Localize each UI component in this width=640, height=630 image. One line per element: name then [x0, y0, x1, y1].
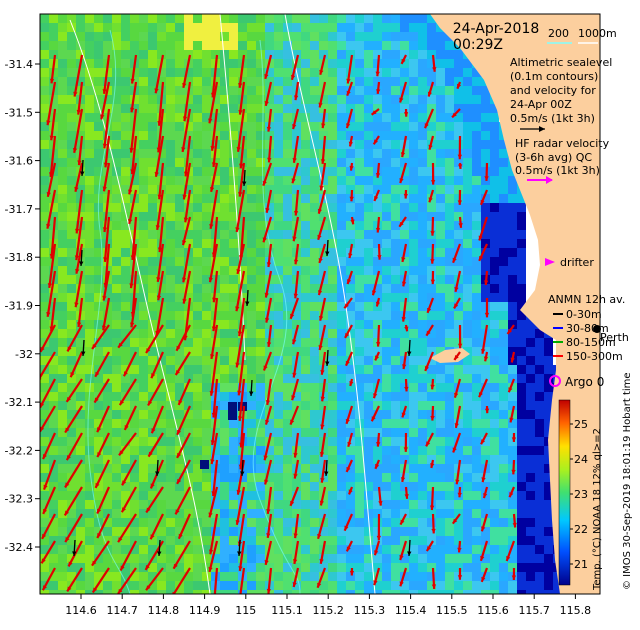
- map-time: 00:29Z: [453, 37, 503, 53]
- argo-label: Argo 0: [565, 375, 604, 389]
- x-tick-label: 115.5: [436, 604, 468, 617]
- altimetry-line-1: Altimetric sealevel: [510, 56, 612, 69]
- x-tick-label: 115.6: [477, 604, 509, 617]
- x-tick-label: 115.7: [518, 604, 550, 617]
- map-date: 24-Apr-2018: [453, 21, 540, 37]
- altimetry-legend: Altimetric sealevel (0.1m contours) and …: [510, 56, 612, 132]
- colorbar: 25 24 23 22 21 Temp. (°C) NOAA 18 12% ql…: [558, 399, 603, 591]
- colorbar-gradient: [558, 399, 571, 586]
- anmn-item-2: 80-150m: [566, 336, 616, 349]
- x-tick-label: 115: [235, 604, 256, 617]
- y-tick-label: -32: [15, 348, 33, 361]
- y-tick-label: -32.1: [5, 396, 33, 409]
- y-tick-label: -32.4: [5, 541, 33, 554]
- y-tick-label: -31.7: [5, 203, 33, 216]
- x-tick-label: 115.8: [560, 604, 592, 617]
- hf-radar-line-1: HF radar velocity: [515, 137, 610, 150]
- y-axis: -31.4 -31.5 -31.6 -31.7 -31.8 -31.9 -32 -32.1 -3…: [5, 58, 40, 554]
- altimetry-line-4: 24-Apr 00Z: [510, 98, 572, 111]
- anmn-item-0: 0-30m: [566, 308, 602, 321]
- hf-radar-scale-arrowhead: [546, 176, 553, 184]
- x-tick-label: 115.2: [312, 604, 344, 617]
- x-tick-label: 114.7: [106, 604, 138, 617]
- rottnest-island: [430, 348, 470, 363]
- x-tick-label: 115.3: [354, 604, 386, 617]
- drifter-legend: drifter: [545, 256, 594, 269]
- altimetry-line-2: (0.1m contours): [510, 70, 598, 83]
- anmn-item-3: 150-300m: [566, 350, 623, 363]
- x-tick-label: 114.6: [65, 604, 97, 617]
- y-tick-label: -32.2: [5, 444, 33, 457]
- plot-frame: [39, 13, 601, 595]
- land-area: [430, 14, 600, 594]
- y-tick-label: -31.6: [5, 155, 33, 168]
- x-axis: 114.6 114.7 114.8 114.9 115 115.1 115.2 115.3 11…: [65, 594, 591, 617]
- sst-field: [40, 14, 562, 594]
- altimetry-scale-arrowhead: [539, 126, 545, 132]
- colorbar-label: Temp. (°C) NOAA 18 12% ql>=2: [592, 428, 603, 591]
- y-tick-label: -32.3: [5, 493, 33, 506]
- colorbar-tick-1: 24: [574, 453, 588, 466]
- x-tick-label: 114.9: [189, 604, 221, 617]
- colorbar-tick-0: 25: [574, 418, 588, 431]
- anmn-title: ANMN 12h av.: [548, 293, 625, 306]
- credit-text: © IMOS 30-Sep-2019 18:01:19 Hobart time: [622, 372, 633, 590]
- hf-radar-legend: HF radar velocity (3-6h avg) QC 0.5m/s (…: [515, 137, 610, 184]
- perth-marker-icon: [593, 325, 601, 333]
- drifter-label: drifter: [560, 256, 594, 269]
- x-tick-label: 115.4: [395, 604, 427, 617]
- drifter-marker-icon: [545, 258, 555, 266]
- x-tick-label: 115.1: [271, 604, 303, 617]
- hf-radar-line-3: 0.5m/s (1kt 3h): [515, 164, 600, 177]
- argo-marker-icon: [549, 375, 561, 387]
- y-tick-label: -31.5: [5, 106, 33, 119]
- perth-label: Perth: [600, 331, 629, 344]
- y-tick-label: -31.4: [5, 58, 33, 71]
- y-tick-label: -31.8: [5, 251, 33, 264]
- y-tick-label: -31.9: [5, 300, 33, 313]
- colorbar-tick-3: 22: [574, 523, 588, 536]
- x-tick-label: 114.8: [148, 604, 180, 617]
- colorbar-tick-4: 21: [574, 558, 588, 571]
- altimetry-line-5: 0.5m/s (1kt 3h): [510, 112, 595, 125]
- velocity-arrows: [40, 54, 517, 594]
- altimetry-line-3: and velocity for: [510, 84, 596, 97]
- colorbar-tick-2: 23: [574, 488, 588, 501]
- anmn-legend: ANMN 12h av. 0-30m 30-80m 80-150m 150-30…: [548, 293, 625, 363]
- hf-radar-line-2: (3-6h avg) QC: [515, 151, 592, 164]
- depth-scale-a: 200: [548, 27, 569, 40]
- depth-scale-b: 1000m: [578, 27, 617, 40]
